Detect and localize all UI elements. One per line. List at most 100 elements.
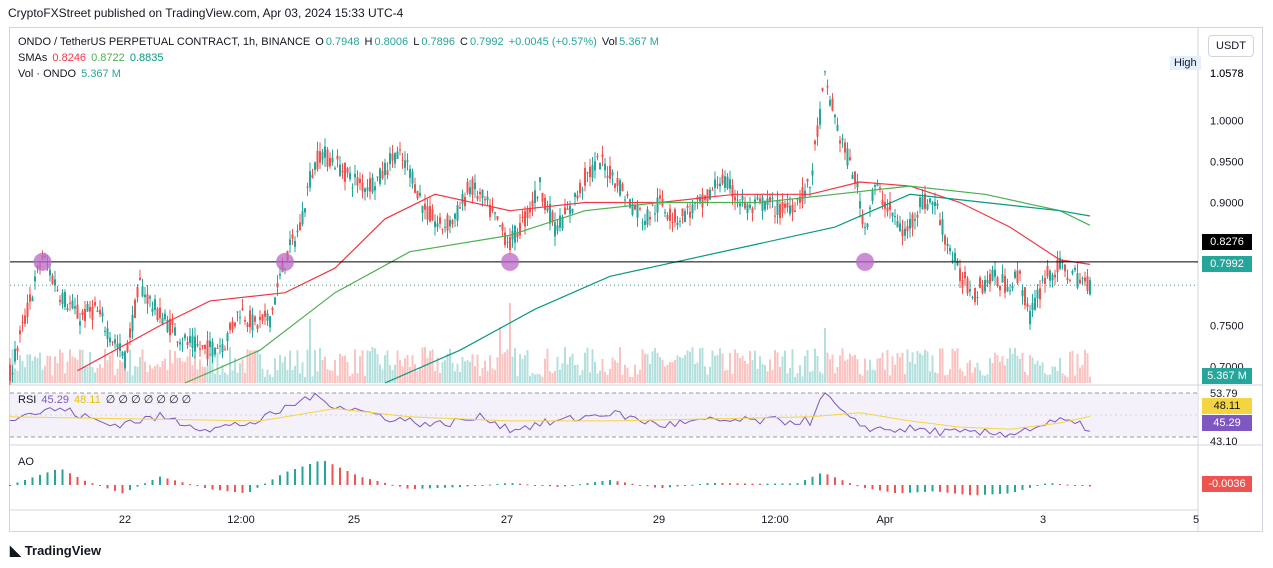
ao-bar bbox=[684, 485, 686, 486]
candle-body bbox=[344, 163, 346, 182]
candle-body bbox=[124, 351, 126, 369]
ao-value-tag: -0.0036 bbox=[1202, 476, 1252, 492]
candle-body bbox=[1076, 273, 1079, 288]
volume-bar bbox=[861, 375, 864, 383]
candle-body bbox=[411, 171, 414, 184]
volume-bar bbox=[31, 360, 34, 383]
candle-body bbox=[584, 168, 586, 186]
volume-bar bbox=[249, 350, 251, 383]
candle-body bbox=[896, 220, 899, 228]
candle-body bbox=[11, 372, 14, 376]
volume-bar bbox=[621, 374, 624, 383]
candle-body bbox=[159, 307, 161, 318]
candle-body bbox=[129, 328, 131, 338]
candle-body bbox=[549, 203, 551, 224]
volume-bar bbox=[54, 356, 56, 383]
candle-body bbox=[1014, 271, 1016, 278]
candle-body bbox=[754, 199, 756, 204]
candle-body bbox=[721, 174, 724, 184]
candle-body bbox=[629, 199, 631, 208]
candle-body bbox=[381, 170, 384, 179]
candle-body bbox=[691, 204, 694, 214]
candle-body bbox=[719, 183, 721, 187]
candle-body bbox=[1024, 287, 1026, 306]
volume-bar bbox=[189, 348, 191, 383]
candle-body bbox=[796, 198, 799, 200]
candle-body bbox=[174, 327, 176, 336]
ao-bar bbox=[1014, 485, 1016, 492]
volume-bar bbox=[706, 374, 709, 383]
volume-bar bbox=[194, 355, 196, 383]
volume-bar bbox=[1036, 360, 1039, 383]
candle-body bbox=[679, 221, 681, 223]
volume-bar bbox=[561, 363, 564, 383]
candle-body bbox=[341, 170, 344, 173]
volume-bar bbox=[896, 353, 899, 383]
candle-body bbox=[1086, 276, 1089, 292]
time-axis-tick: 3 bbox=[1040, 514, 1046, 526]
volume-bar bbox=[906, 349, 909, 383]
candle-body bbox=[1016, 270, 1019, 283]
volume-bar bbox=[821, 373, 824, 383]
candle-body bbox=[471, 178, 474, 195]
candle-body bbox=[746, 204, 749, 214]
candle-body bbox=[366, 187, 369, 191]
candle-body bbox=[1039, 288, 1041, 300]
volume-bar bbox=[504, 352, 506, 383]
ao-bar bbox=[534, 485, 536, 486]
volume-bar bbox=[454, 371, 456, 383]
ao-bar bbox=[766, 483, 769, 485]
currency-button[interactable]: USDT bbox=[1208, 35, 1254, 57]
candle-body bbox=[356, 177, 359, 186]
volume-bar bbox=[746, 363, 749, 383]
volume-bar bbox=[724, 370, 726, 383]
candle-body bbox=[1046, 265, 1049, 277]
ao-bar bbox=[526, 484, 529, 486]
volume-bar bbox=[776, 352, 779, 383]
ao-bar bbox=[76, 477, 79, 485]
candle-body bbox=[936, 203, 939, 206]
candle-body bbox=[759, 198, 761, 202]
ao-bar bbox=[121, 485, 124, 494]
candle-body bbox=[1074, 267, 1076, 271]
tradingview-logo[interactable]: ◣ TradingView bbox=[10, 542, 101, 559]
ao-bar bbox=[324, 460, 326, 485]
candle-body bbox=[134, 299, 136, 318]
volume-bar bbox=[766, 371, 769, 383]
candle-body bbox=[744, 202, 746, 209]
volume-bar bbox=[691, 347, 694, 383]
candle-body bbox=[466, 181, 469, 193]
rsi-series-line bbox=[10, 392, 1091, 438]
candle-body bbox=[806, 178, 809, 182]
volume-bar bbox=[101, 368, 104, 383]
candle-body bbox=[1064, 264, 1066, 272]
volume-bar bbox=[921, 355, 924, 383]
candle-body bbox=[24, 315, 26, 324]
candle-body bbox=[181, 344, 184, 346]
candle-body bbox=[996, 277, 999, 287]
volume-bar bbox=[676, 355, 679, 383]
volume-bar bbox=[521, 358, 524, 383]
volume-bar bbox=[1081, 364, 1084, 383]
volume-bar bbox=[1079, 367, 1081, 383]
volume-bar bbox=[596, 373, 599, 383]
volume-bar bbox=[604, 371, 606, 383]
candle-body bbox=[944, 235, 946, 245]
ao-bar bbox=[31, 477, 34, 485]
volume-bar bbox=[904, 373, 906, 383]
candle-body bbox=[701, 194, 704, 208]
volume-bar bbox=[874, 370, 876, 383]
volume-bar bbox=[214, 373, 216, 383]
candle-body bbox=[269, 316, 271, 328]
volume-bar bbox=[186, 356, 189, 383]
candle-body bbox=[576, 195, 579, 199]
candle-body bbox=[571, 208, 574, 213]
ao-bar bbox=[489, 484, 491, 486]
candle-body bbox=[611, 172, 614, 176]
candle-body bbox=[146, 294, 149, 304]
volume-bar bbox=[574, 365, 576, 383]
candle-body bbox=[374, 186, 376, 191]
candle-body bbox=[574, 193, 576, 198]
high-label-tag: High bbox=[1170, 56, 1201, 70]
